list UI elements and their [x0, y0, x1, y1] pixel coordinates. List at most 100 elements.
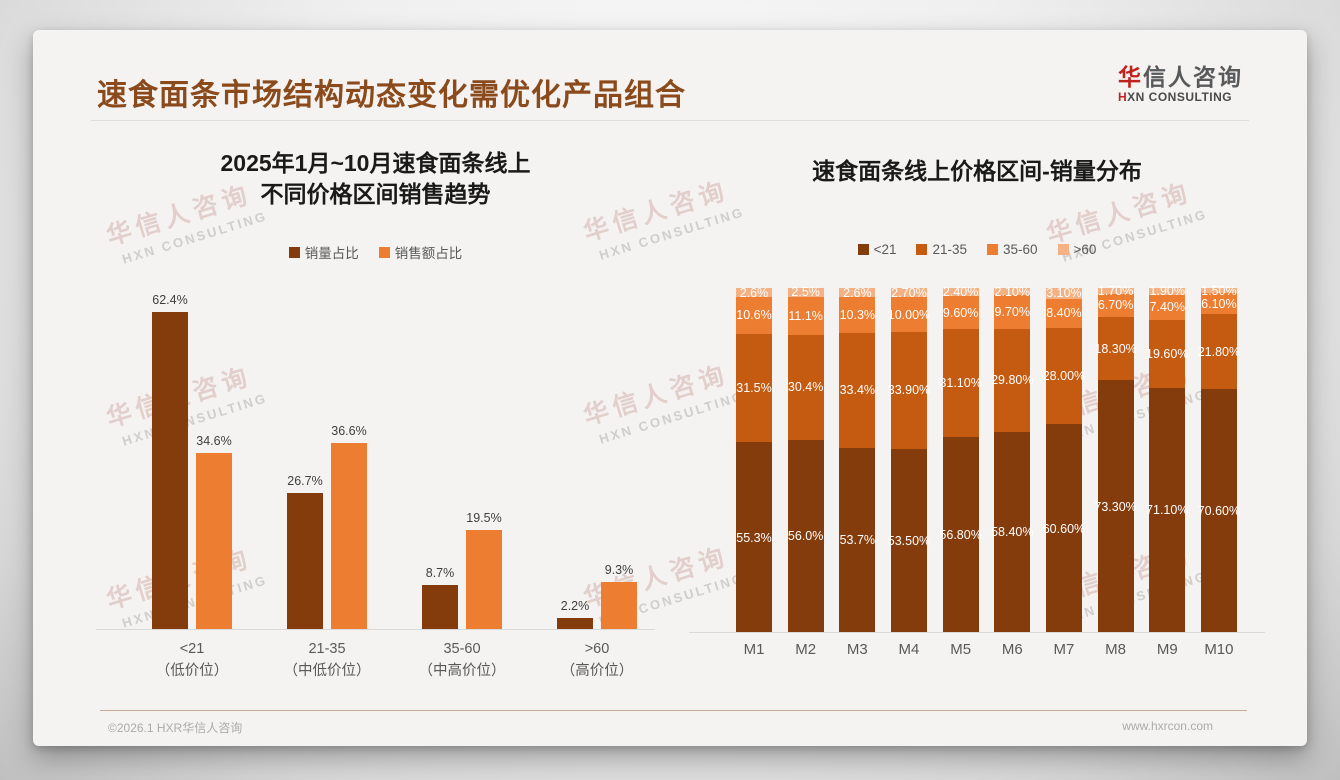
bar: 2.2%	[557, 599, 593, 629]
header-divider	[91, 120, 1249, 121]
bar: 36.6%	[331, 424, 367, 629]
bar-segment: 9.70%	[994, 295, 1031, 329]
bar-value-label: 36.6%	[331, 423, 367, 438]
segment-value-label: 1.90%	[1149, 284, 1185, 299]
left-chart: 2025年1月~10月速食面条线上 不同价格区间销售趋势 销量占比 销售额占比 62…	[88, 142, 663, 687]
bar-value-label: 62.4%	[152, 292, 188, 307]
bar: 34.6%	[196, 434, 232, 629]
bar-segment: 19.60%	[1146, 320, 1189, 388]
x-axis-label: M1	[743, 641, 765, 658]
segment-value-label: 60.60%	[1042, 521, 1086, 536]
bar-segment: 2.40%	[942, 285, 979, 299]
bar-segment: 18.30%	[1094, 317, 1137, 381]
legend-item: 销售额占比	[378, 242, 462, 262]
x-axis-label: M2	[795, 641, 817, 658]
footer-copyright: ©2026.1 HXR华信人咨询	[108, 721, 243, 735]
bar-segment: 29.80%	[991, 328, 1034, 432]
stacked-bar: 53.50% 33.90% 10.00% 2.70%	[887, 286, 931, 633]
segment-value-label: 53.50%	[887, 533, 931, 548]
legend-swatch	[857, 244, 869, 255]
segment-value-label: 31.5%	[736, 380, 772, 395]
right-chart-title: 速食面条线上价格区间-销量分布	[812, 158, 1142, 184]
bar-segment: 2.6%	[736, 286, 772, 300]
bar-value-label: 9.3%	[604, 562, 634, 577]
bar-segment: 7.40%	[1149, 294, 1186, 321]
bar-segment: 73.30%	[1094, 380, 1137, 633]
left-chart-plot: 62.4% 34.6% 26.7% 36.6% 8.7% 19.5% 2.2% 9.3%	[88, 274, 663, 630]
bar-segment: 1.70%	[1097, 284, 1134, 298]
category-label: >60 （高价位）	[529, 638, 665, 682]
bar-segment: 56.80%	[939, 436, 982, 633]
footer-divider	[100, 710, 1247, 711]
bar-segment: 33.4%	[839, 332, 876, 448]
legend-label: 销量占比	[304, 246, 359, 261]
stacked-bar: 60.60% 28.00% 8.40% 3.10%	[1042, 286, 1086, 633]
legend-swatch	[378, 246, 390, 258]
bar-segment: 56.0%	[787, 439, 824, 633]
bar-value-label: 8.7%	[425, 565, 455, 580]
legend-item: 销量占比	[288, 242, 359, 262]
x-axis-label: M3	[846, 641, 868, 658]
stacked-bar: 58.40% 29.80% 9.70% 2.10%	[991, 285, 1034, 633]
bar-group: 2.2% 9.3%	[557, 273, 637, 629]
bar-segment: 33.90%	[888, 331, 930, 449]
segment-value-label: 58.40%	[991, 525, 1034, 540]
segment-value-label: 29.80%	[991, 373, 1034, 388]
x-axis-label: M7	[1053, 641, 1075, 658]
category-label-tier: （低价位）	[155, 663, 229, 679]
segment-value-label: 2.10%	[994, 284, 1031, 299]
segment-value-label: 11.1%	[788, 308, 823, 323]
stacked-bar: 53.7% 33.4% 10.3% 2.6%	[839, 286, 876, 633]
bar-segment: 31.5%	[736, 333, 772, 443]
stacked-bar: 55.3% 31.5% 10.6% 2.6%	[736, 286, 772, 633]
bar-segment: 1.50%	[1200, 284, 1237, 298]
legend-label: >60	[1073, 242, 1097, 257]
left-chart-legend: 销量占比 销售额占比	[88, 242, 663, 262]
segment-value-label: 10.3%	[839, 307, 876, 322]
logo-chinese: 华信人咨询	[1118, 64, 1243, 90]
stacked-bar: 56.0% 30.4% 11.1% 2.5%	[787, 285, 824, 633]
stacked-bar: 71.10% 19.60% 7.40% 1.90%	[1146, 284, 1189, 633]
bar-segment: 53.7%	[839, 447, 876, 633]
bar-segment: 70.60%	[1198, 389, 1240, 633]
bar: 9.3%	[601, 563, 637, 629]
segment-value-label: 31.10%	[939, 376, 982, 391]
segment-value-label: 19.60%	[1146, 346, 1189, 361]
bar-segment: 11.1%	[787, 296, 824, 335]
bar-segment: 55.3%	[736, 442, 772, 633]
bar-segment: 9.60%	[942, 296, 979, 330]
bar-segment: 1.90%	[1149, 284, 1186, 298]
segment-value-label: 55.3%	[736, 530, 772, 545]
bar-value-label: 26.7%	[287, 474, 323, 489]
segment-value-label: 10.6%	[736, 308, 772, 323]
bar: 8.7%	[422, 566, 458, 629]
right-chart-plot: 55.3% 31.5% 10.6% 2.6% 56.0% 30.4% 11.1% 2.5% 53…	[681, 284, 1273, 633]
page-title: 速食面条市场结构动态变化需优化产品组合	[97, 79, 686, 112]
legend-item: >60	[1057, 242, 1097, 257]
stacked-bar: 70.60% 21.80% 6.10% 1.50%	[1198, 284, 1240, 633]
bar-segment: 10.00%	[887, 297, 931, 332]
bar-segment: 58.40%	[991, 431, 1034, 633]
segment-value-label: 7.40%	[1149, 300, 1185, 315]
left-chart-title-line: 不同价格区间销售趋势	[260, 181, 491, 207]
bar-segment: 10.6%	[736, 296, 772, 334]
legend-item: 21-35	[916, 242, 967, 257]
bar-segment: 2.10%	[994, 285, 1031, 299]
left-chart-title: 2025年1月~10月速食面条线上 不同价格区间销售趋势	[88, 148, 663, 210]
segment-value-label: 33.4%	[839, 383, 876, 398]
bar: 19.5%	[466, 511, 502, 629]
left-x-axis-line	[96, 628, 655, 630]
segment-value-label: 6.10%	[1201, 296, 1237, 311]
bar-segment: 3.10%	[1045, 286, 1082, 300]
segment-value-label: 30.4%	[787, 380, 824, 395]
bar: 26.7%	[287, 474, 323, 629]
bar-value-label: 19.5%	[466, 510, 502, 525]
segment-value-label: 2.5%	[791, 285, 820, 300]
stacked-bars: 55.3% 31.5% 10.6% 2.6% 56.0% 30.4% 11.1% 2.5% 53…	[736, 284, 1240, 633]
footer-website: www.hxrcon.com	[1122, 719, 1213, 733]
segment-value-label: 10.00%	[887, 307, 931, 322]
segment-value-label: 53.7%	[839, 533, 876, 548]
bar-segment: 21.80%	[1198, 314, 1240, 390]
legend-item: 35-60	[987, 242, 1038, 257]
x-axis-label: M8	[1105, 641, 1127, 658]
